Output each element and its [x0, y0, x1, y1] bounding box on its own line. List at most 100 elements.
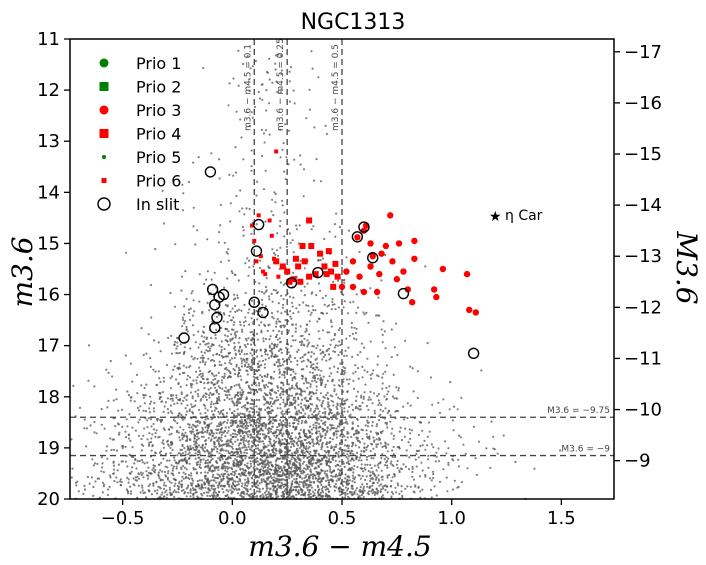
- field-star-point: [362, 470, 365, 473]
- field-star-point: [342, 378, 345, 381]
- field-star-point: [217, 438, 220, 441]
- field-star-point: [218, 344, 221, 347]
- field-star-point: [140, 473, 143, 477]
- field-star-point: [267, 410, 270, 413]
- field-star-point: [296, 363, 299, 366]
- field-star-point: [166, 466, 169, 469]
- field-star-point: [305, 483, 308, 486]
- field-star-point: [438, 411, 442, 414]
- field-star-point: [295, 323, 298, 326]
- field-star-point: [256, 480, 259, 483]
- field-star-point: [240, 485, 243, 488]
- field-star-point: [273, 400, 276, 403]
- field-star-point: [166, 472, 170, 475]
- field-star-point: [343, 300, 346, 303]
- field-star-point: [347, 447, 350, 450]
- field-star-point: [308, 455, 311, 458]
- field-star-point: [323, 407, 326, 410]
- field-star-point: [169, 377, 172, 380]
- field-star-point: [220, 379, 223, 382]
- field-star-point: [220, 351, 223, 354]
- field-star-point: [268, 391, 271, 394]
- field-star-point: [251, 444, 254, 448]
- field-star-point: [294, 428, 297, 431]
- field-star-point: [261, 290, 264, 294]
- field-star-point: [426, 342, 429, 345]
- field-star-point: [121, 425, 124, 428]
- field-star-point: [197, 395, 200, 398]
- field-star-point: [228, 466, 231, 469]
- field-star-point: [445, 476, 448, 479]
- field-star-point: [263, 451, 266, 454]
- field-star-point: [239, 450, 242, 453]
- field-star-point: [124, 460, 127, 463]
- field-star-point: [265, 89, 268, 92]
- field-star-point: [219, 203, 222, 206]
- field-star-point: [264, 285, 268, 289]
- field-star-point: [322, 430, 325, 433]
- field-star-point: [370, 467, 373, 470]
- field-star-point: [271, 432, 274, 435]
- field-star-point: [181, 275, 184, 278]
- field-star-point: [228, 398, 231, 401]
- field-star-point: [133, 400, 136, 403]
- field-star-point: [182, 428, 185, 431]
- field-star-point: [219, 224, 222, 227]
- field-star-point: [246, 433, 249, 436]
- field-star-point: [339, 446, 342, 449]
- field-star-point: [212, 402, 215, 406]
- field-star-point: [320, 483, 323, 486]
- field-star-point: [378, 437, 381, 440]
- field-star-point: [264, 425, 267, 428]
- field-star-point: [339, 351, 342, 354]
- field-star-point: [221, 387, 224, 390]
- field-star-point: [365, 311, 368, 314]
- field-star-point: [210, 152, 213, 155]
- field-star-point: [70, 476, 73, 479]
- field-star-point: [127, 433, 131, 436]
- field-star-point: [192, 405, 195, 408]
- field-star-point: [319, 352, 322, 355]
- field-star-point: [202, 449, 205, 452]
- field-star-point: [285, 455, 288, 458]
- field-star-point: [339, 420, 342, 423]
- field-star-point: [258, 414, 261, 417]
- field-star-point: [280, 330, 283, 333]
- field-star-point: [442, 468, 445, 471]
- field-star-point: [315, 389, 318, 392]
- field-star-point: [254, 476, 257, 479]
- field-star-point: [261, 461, 264, 464]
- field-star-point: [245, 474, 248, 477]
- field-star-point: [183, 305, 186, 308]
- field-star-point: [309, 402, 312, 406]
- field-star-point: [268, 461, 271, 464]
- field-star-point: [245, 492, 248, 495]
- field-star-point: [227, 352, 230, 355]
- field-star-point: [291, 384, 294, 387]
- field-star-point: [254, 60, 257, 63]
- field-star-point: [320, 419, 323, 422]
- field-star-point: [229, 456, 232, 459]
- field-star-point: [391, 427, 394, 430]
- field-star-point: [306, 467, 309, 470]
- field-star-point: [306, 387, 309, 390]
- field-star-point: [278, 362, 281, 365]
- field-star-point: [333, 334, 336, 337]
- field-star-point: [201, 330, 205, 333]
- field-star-point: [156, 489, 159, 492]
- field-star-point: [276, 343, 279, 346]
- field-star-point: [248, 421, 251, 424]
- field-star-point: [385, 485, 389, 488]
- field-star-point: [228, 483, 231, 486]
- field-star-point: [359, 486, 362, 489]
- field-star-point: [168, 428, 171, 431]
- field-star-point: [206, 458, 209, 462]
- field-star-point: [299, 335, 302, 338]
- field-star-point: [337, 353, 340, 357]
- field-star-point: [168, 459, 171, 462]
- field-star-point: [279, 281, 282, 284]
- field-star-point: [192, 379, 195, 382]
- field-star-point: [270, 382, 273, 385]
- field-star-point: [336, 402, 339, 405]
- field-star-point: [310, 355, 313, 358]
